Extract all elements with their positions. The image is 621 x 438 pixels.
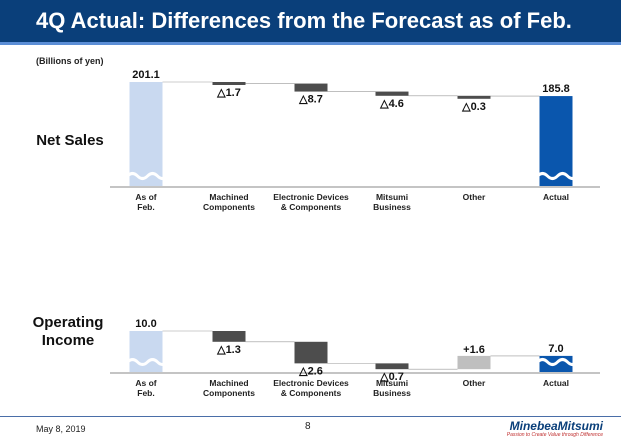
net-sales-bar xyxy=(294,83,328,92)
data-label: △1.7 xyxy=(216,87,241,99)
category-label: Other xyxy=(463,192,486,202)
category-label: Components xyxy=(203,202,255,212)
category-label: Other xyxy=(463,378,486,388)
title-accent-line xyxy=(0,42,621,45)
data-label: △1.3 xyxy=(216,344,241,356)
footer-line xyxy=(0,416,621,417)
operating-income-label-line: Income xyxy=(41,332,95,349)
logo-tagline: Passion to Create Value through Differen… xyxy=(506,432,603,438)
category-label: & Components xyxy=(281,202,342,212)
net-sales-bar xyxy=(129,82,163,186)
page-number: 8 xyxy=(305,421,311,432)
data-label: 7.0 xyxy=(548,343,563,355)
data-label: △4.6 xyxy=(379,98,404,110)
data-label: △2.6 xyxy=(298,365,323,377)
category-label: Electronic Devices xyxy=(273,378,349,388)
category-label: Machined xyxy=(209,192,248,202)
category-label: Electronic Devices xyxy=(273,192,349,202)
net-sales-bar xyxy=(212,82,246,85)
axis-break-mark xyxy=(536,172,579,180)
category-label: Actual xyxy=(543,192,569,202)
logo-name: MinebeaMitsumi xyxy=(509,419,603,433)
slide-title: 4Q Actual: Differences from the Forecast… xyxy=(36,8,572,33)
axis-break-mark xyxy=(536,358,579,366)
net-sales-label: Net Sales xyxy=(36,132,104,149)
data-label: 10.0 xyxy=(135,318,156,330)
data-label: 185.8 xyxy=(542,83,570,95)
category-label: Business xyxy=(373,388,411,398)
operating-income-bar xyxy=(294,341,328,364)
operating-income-bar xyxy=(212,331,246,342)
category-label: As of xyxy=(135,192,156,202)
operating-income-bar xyxy=(457,355,491,370)
data-label: △0.7 xyxy=(379,371,404,383)
category-label: As of xyxy=(135,378,156,388)
title-bar: 4Q Actual: Differences from the Forecast… xyxy=(0,0,621,42)
data-label: +1.6 xyxy=(463,344,485,356)
axis-break-mark xyxy=(126,172,169,180)
company-logo: MinebeaMitsumi Passion to Create Value t… xyxy=(507,419,603,438)
operating-income-label: Operating Income xyxy=(24,314,112,350)
net-sales-bar xyxy=(375,91,409,96)
category-label: Feb. xyxy=(137,202,154,212)
operating-income-bar xyxy=(129,331,163,372)
category-label: Components xyxy=(203,388,255,398)
unit-label: (Billions of yen) xyxy=(36,56,104,66)
category-label: & Components xyxy=(281,388,342,398)
net-sales-bar xyxy=(539,96,573,186)
footer-date: May 8, 2019 xyxy=(36,424,86,434)
operating-income-label-line: Operating xyxy=(32,314,104,331)
operating-income-bar xyxy=(375,363,409,370)
category-label: Mitsumi xyxy=(376,378,408,388)
axis-break-mark xyxy=(126,358,169,366)
category-label: Machined xyxy=(209,378,248,388)
data-label: △8.7 xyxy=(298,94,323,106)
data-label: 201.1 xyxy=(132,69,160,81)
data-label: △0.3 xyxy=(461,101,486,113)
category-label: Actual xyxy=(543,378,569,388)
net-sales-bar xyxy=(457,95,491,99)
category-label: Business xyxy=(373,202,411,212)
category-label: Feb. xyxy=(137,388,154,398)
category-label: Mitsumi xyxy=(376,192,408,202)
